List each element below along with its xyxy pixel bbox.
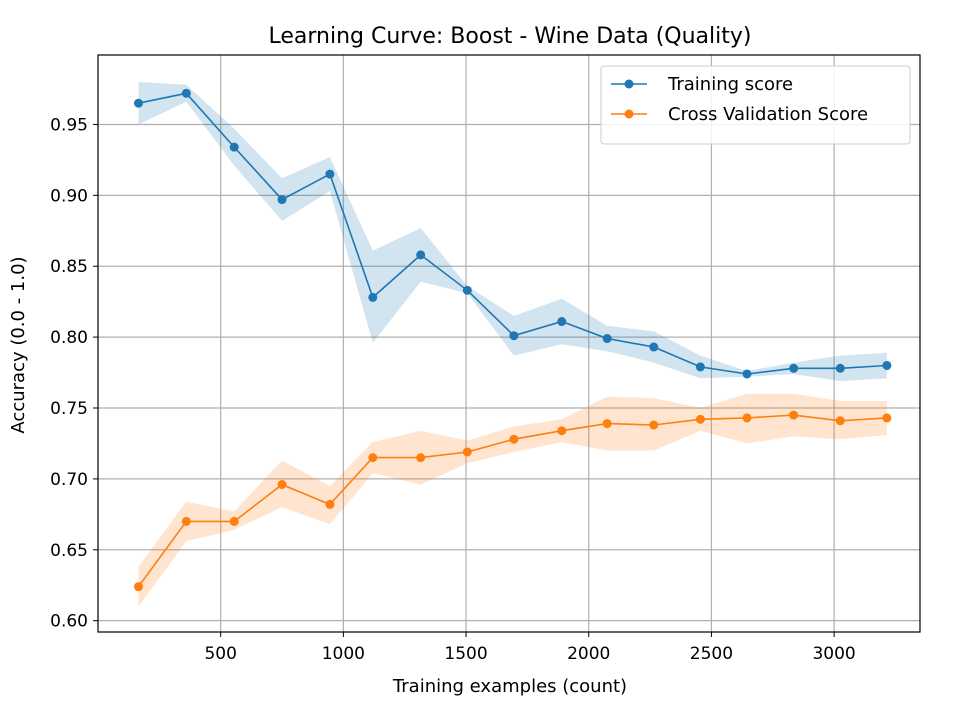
x-tick-label: 2500 (690, 644, 733, 664)
y-tick-label: 0.90 (50, 186, 88, 206)
data-point (133, 98, 143, 108)
data-point (602, 334, 612, 344)
y-tick-label: 0.95 (50, 115, 88, 135)
axis-ticks: 500 1000 1500 2000 2500 3000 0.60 0.65 0.70 0.75 0… (50, 115, 856, 664)
x-tick-label: 3000 (812, 644, 855, 664)
data-point (368, 292, 378, 302)
legend-marker-1 (624, 79, 634, 89)
x-tick-label: 1000 (322, 644, 365, 664)
legend-box (600, 65, 911, 145)
data-point (695, 362, 705, 372)
data-point (509, 434, 519, 444)
data-point (181, 516, 191, 526)
data-point (835, 416, 845, 426)
y-tick-label: 0.65 (50, 541, 88, 561)
y-tick-label: 0.60 (50, 612, 88, 632)
legend: Training score Cross Validation Score (600, 65, 911, 145)
data-point (229, 142, 239, 152)
confidence-band-1 (138, 81, 887, 382)
legend-marker-2 (624, 109, 634, 119)
plot-frame (97, 54, 921, 633)
data-point (789, 410, 799, 420)
x-tick-label: 2000 (567, 644, 610, 664)
data-point (602, 419, 612, 429)
y-axis-label: Accuracy (0.0 - 1.0) (8, 256, 29, 433)
y-tick-label: 0.80 (50, 328, 88, 348)
data-point (229, 516, 239, 526)
data-point (882, 360, 892, 370)
y-tick-label: 0.70 (50, 470, 88, 490)
data-point (277, 480, 287, 490)
x-tick-label: 1500 (444, 644, 487, 664)
y-tick-label: 0.75 (50, 399, 88, 419)
data-point (789, 363, 799, 373)
data-point (557, 317, 567, 327)
x-tick-label: 500 (204, 644, 236, 664)
data-point (325, 499, 335, 509)
data-point (509, 331, 519, 341)
chart-title: Learning Curve: Boost - Wine Data (Quali… (269, 24, 752, 49)
series-points (133, 88, 892, 592)
data-point (649, 420, 659, 430)
data-point (835, 363, 845, 373)
data-point (325, 169, 335, 179)
data-point (649, 342, 659, 352)
data-point (742, 413, 752, 423)
data-point (695, 414, 705, 424)
data-point (462, 285, 472, 295)
data-point (462, 447, 472, 457)
data-point (416, 453, 426, 463)
y-tick-label: 0.85 (50, 257, 88, 277)
data-point (133, 582, 143, 592)
grid-lines (98, 55, 920, 632)
data-point (557, 426, 567, 436)
data-point (181, 88, 191, 98)
legend-label-2: Cross Validation Score (668, 104, 868, 125)
data-point (277, 195, 287, 205)
data-point (416, 250, 426, 260)
data-point (882, 413, 892, 423)
legend-label-1: Training score (667, 74, 793, 95)
data-point (742, 369, 752, 379)
data-point (368, 453, 378, 463)
x-axis-label: Training examples (count) (392, 676, 627, 697)
